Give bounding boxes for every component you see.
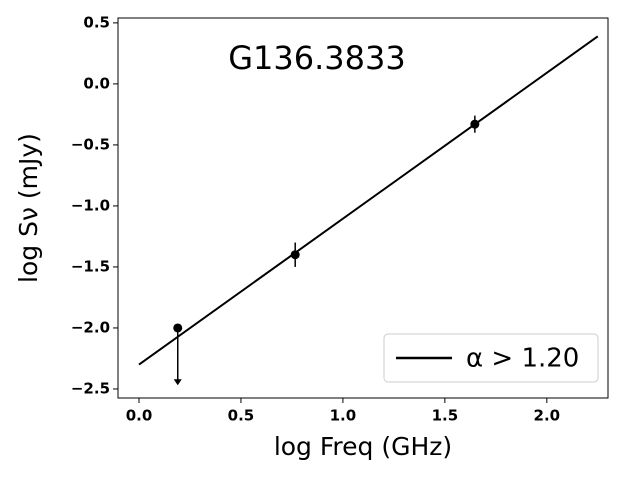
- y-tick-label: −1.0: [71, 196, 110, 214]
- y-tick-label: 0.5: [83, 13, 110, 31]
- legend-label: α > 1.20: [466, 344, 579, 374]
- y-tick-label: −2.5: [71, 379, 110, 397]
- y-tick-label: −2.0: [71, 318, 110, 336]
- y-tick-label: −1.5: [71, 257, 110, 275]
- arrow-head: [173, 379, 182, 386]
- x-axis-label: log Freq (GHz): [274, 432, 452, 461]
- x-tick-label: 0.5: [228, 407, 255, 425]
- legend-box: [383, 333, 599, 383]
- point: [290, 250, 300, 260]
- x-tick-label: 2.0: [534, 407, 561, 425]
- y-axis-label: log Sν (mJy): [14, 133, 43, 283]
- point: [173, 323, 183, 333]
- x-tick-label: 0.0: [126, 407, 153, 425]
- y-tick-label: 0.0: [83, 74, 110, 92]
- y-tick-label: −0.5: [71, 135, 110, 153]
- x-tick-label: 1.0: [330, 407, 357, 425]
- plot-frame: [117, 17, 609, 399]
- annotation: G136.3833: [228, 39, 405, 77]
- x-tick-label: 1.5: [432, 407, 459, 425]
- fit-line: [138, 35, 599, 366]
